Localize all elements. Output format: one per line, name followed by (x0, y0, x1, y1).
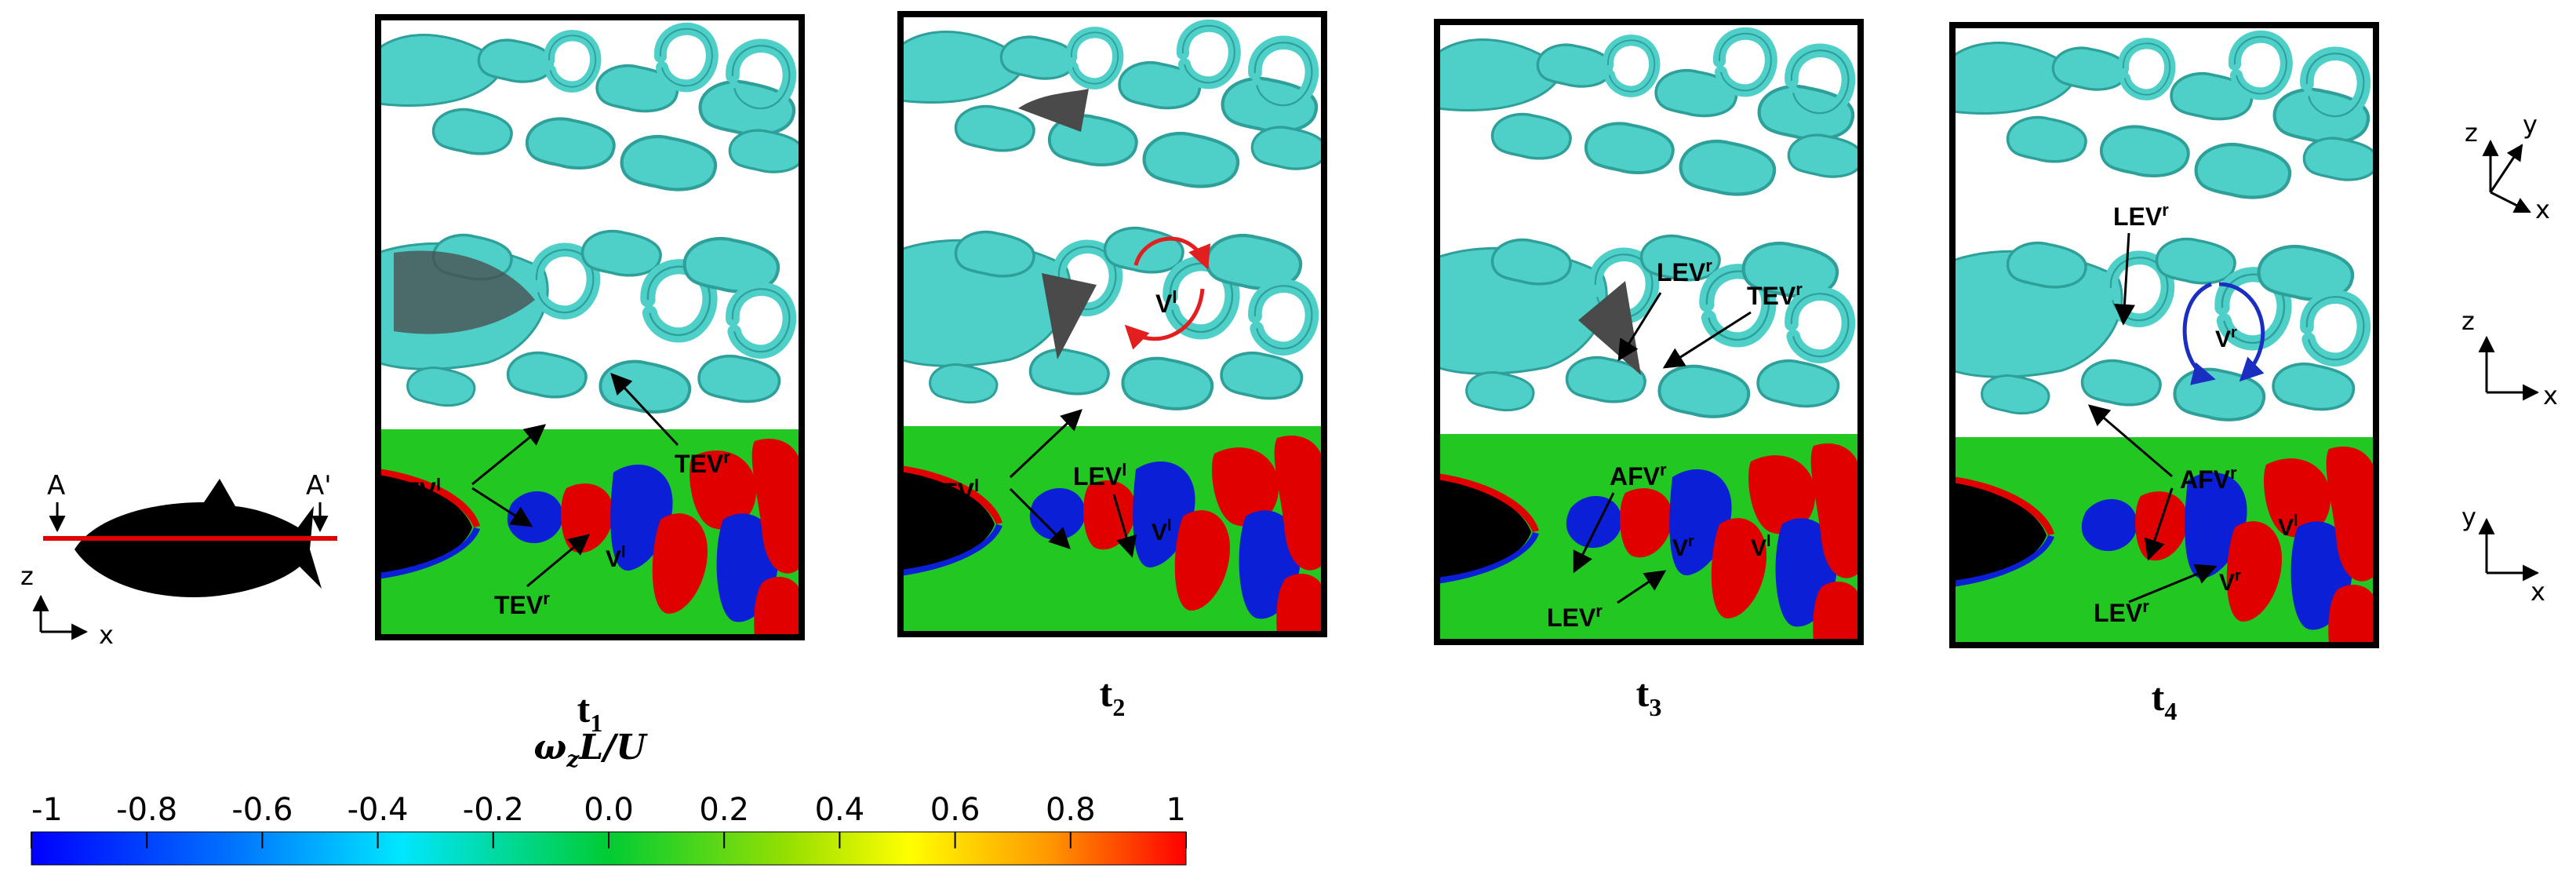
label-v-left-t3: Vr (1672, 533, 1694, 561)
label-lev-lower-t3: LEVr (1547, 601, 1603, 632)
schematic-axis-x-label: x (99, 620, 114, 650)
colorbar-tick-label: -0.6 (231, 792, 293, 828)
label-v-t1: Vl (606, 544, 626, 572)
panel-t4: LEVr Vr AFVr Vl Vr LEVr (1949, 22, 2379, 648)
rotation-arrow-red-top (1133, 236, 1210, 270)
colorbar-tick-label: 1 (1166, 792, 1186, 828)
fish-schematic: A A' z x (20, 470, 337, 650)
time-label-t2: t2 (1100, 671, 1126, 721)
axes-top: y x (2461, 502, 2545, 607)
panel-frame (1949, 22, 2379, 648)
label-afv-t2: AFVl (924, 476, 979, 506)
time-label-t3: t3 (1636, 671, 1662, 721)
label-v-right-t3: Vl (1751, 533, 1771, 561)
rotation-arrow-blue-right (2218, 282, 2265, 382)
colorbar-tick-label: -0.2 (463, 792, 524, 828)
colorbar: ωzL/U -1 -0.8 -0.6 -0.4 -0.2 0.0 0.2 0.4 0.6 0.8 1 (31, 728, 1187, 866)
label-afv-t1: AFVl (386, 475, 441, 505)
marker-a-label: A (47, 470, 65, 502)
axes-iso-z-label: z (2465, 118, 2478, 148)
axes-side-x-label: x (2543, 381, 2558, 410)
axes-side-z-label: z (2461, 306, 2475, 336)
colorbar-title: ωzL/U (533, 728, 648, 772)
colorbar-tick-label: 0.4 (815, 792, 865, 828)
panel-t3: LEVr TEVr AFVr Vr Vl LEVr (1434, 19, 1864, 645)
label-lev-lower-t4: LEVr (2094, 596, 2149, 627)
colorbar-tick-label: -0.8 (116, 792, 177, 828)
label-afv-t4: AFVr (2180, 463, 2237, 494)
colorbar-tick-label: -0.4 (347, 792, 409, 828)
axes-side: z x (2461, 306, 2558, 410)
panel-t1: AFVl TEVr TEVr Vl (375, 14, 805, 640)
axes-top-y-label: y (2461, 502, 2476, 532)
axes-iso: z y x (2465, 110, 2550, 224)
label-tev-lower-t1: TEVr (494, 589, 550, 619)
label-tev-t3: TEVr (1747, 279, 1803, 310)
colorbar-tick-label: 0.0 (584, 792, 634, 828)
axes-iso-y-label: y (2523, 110, 2538, 140)
marker-a-prime-label: A' (306, 470, 332, 502)
rotation-arrow-blue-left (2182, 282, 2216, 385)
colorbar-tick-label: -1 (31, 792, 63, 828)
time-label-t4: t4 (2152, 675, 2178, 725)
panel-frame (1434, 19, 1864, 645)
schematic-axis-z-label: z (20, 561, 34, 591)
colorbar-tick-label: 0.8 (1046, 792, 1096, 828)
colorbar-tick-label: 0.6 (930, 792, 981, 828)
rotation-arrow-red-bottom (1124, 288, 1205, 350)
label-v-lower-t2: Vl (1152, 517, 1172, 545)
label-v-upper-t4: Vr (2215, 324, 2237, 352)
panel-frame (897, 11, 1327, 637)
label-v-right-t4: Vl (2278, 512, 2298, 541)
axes-iso-x-label: x (2535, 195, 2550, 224)
label-lev-t2: LEVl (1073, 460, 1126, 491)
label-v-upper-t2: Vl (1155, 287, 1177, 318)
time-label-t1: t1 (577, 687, 603, 737)
panel-t2: Vl AFVl LEVl Vl (897, 11, 1327, 637)
label-lev-upper-t3: LEVr (1657, 256, 1712, 286)
label-lev-upper-t4: LEVr (2113, 200, 2169, 231)
label-afv-t3: AFVr (1610, 460, 1667, 491)
label-tev-upper-t1: TEVr (675, 447, 730, 478)
panel-frame (375, 14, 805, 640)
axes-top-x-label: x (2531, 577, 2545, 607)
colorbar-ticks: -1 -0.8 -0.6 -0.4 -0.2 0.0 0.2 0.4 0.6 0.8 1 (31, 792, 1187, 848)
label-v-lower-t4: Vr (2219, 567, 2241, 596)
colorbar-tick-label: 0.2 (699, 792, 749, 828)
